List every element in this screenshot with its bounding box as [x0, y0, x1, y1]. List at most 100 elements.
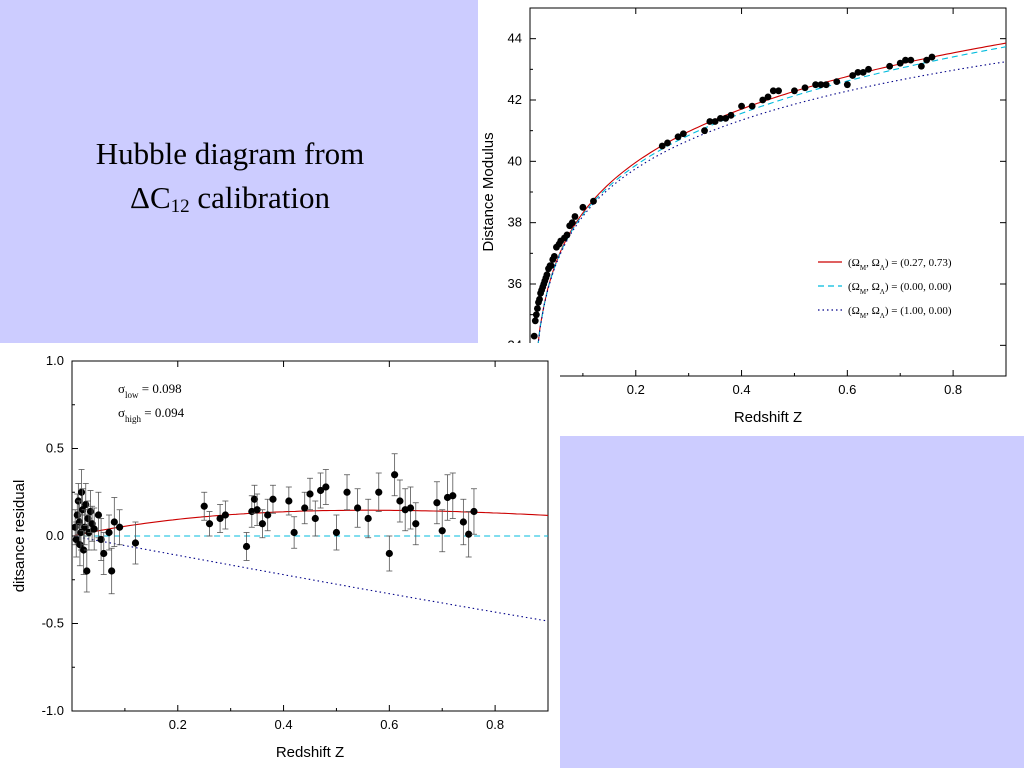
residual-point — [470, 507, 478, 516]
sigma-annotation: σlow = 0.098 — [118, 381, 182, 400]
data-point — [738, 102, 745, 110]
data-point — [711, 118, 719, 125]
residual-point — [110, 518, 118, 526]
data-point — [701, 127, 708, 135]
residual-point — [84, 514, 92, 523]
legend-subscript: Λ — [880, 312, 885, 320]
data-point — [801, 84, 809, 92]
y-tick-label: 42 — [508, 92, 522, 107]
y-tick-label: -0.5 — [42, 616, 64, 631]
data-point — [536, 295, 543, 303]
legend-entry: (ΩM, ΩΛ) = (1.00, 0.00) — [848, 305, 952, 320]
residual-point — [131, 539, 140, 547]
legend-text: (Ω — [848, 281, 860, 293]
sigma-text: σ — [118, 381, 125, 396]
data-point — [674, 133, 682, 141]
residual-point — [258, 520, 266, 528]
residual-point — [316, 486, 325, 495]
data-point — [550, 253, 558, 260]
residual-model-curve-1 — [73, 509, 549, 537]
legend-subscript: Λ — [880, 288, 885, 296]
data-point — [534, 305, 541, 312]
data-point — [896, 59, 904, 67]
data-point — [759, 96, 767, 104]
residual-point — [354, 504, 362, 512]
sigma-annotation: σhigh = 0.094 — [118, 405, 185, 424]
hubble-diagram-panel: 0.20.40.60.8343638404244Redshift ZDistan… — [478, 0, 1024, 436]
residual-point — [301, 504, 309, 512]
sigma-subscript: low — [125, 390, 139, 400]
residual-point — [332, 528, 341, 537]
residual-point — [290, 528, 298, 537]
residual-point — [391, 471, 399, 479]
residual-point — [105, 528, 113, 537]
residual-point — [311, 514, 319, 523]
legend-text: , Ω — [866, 257, 880, 269]
data-point — [833, 78, 841, 85]
data-point — [748, 102, 756, 110]
data-point — [775, 87, 782, 95]
residual-point — [250, 495, 259, 503]
data-point — [886, 62, 894, 70]
residual-panel: 0.2 0.4 0.6 0.8 1.0 0.5 0.0 -0.5 -1.0 Redshift Z d… — [0, 343, 560, 768]
x-tick-label: 0.8 — [486, 717, 504, 732]
sigma-text: σ — [118, 405, 125, 420]
data-point — [727, 111, 735, 119]
legend-text: ) = (0.00, 0.00) — [885, 281, 952, 293]
data-point — [769, 87, 777, 95]
x-tick-label: 0.6 — [838, 382, 856, 397]
legend-text: , Ω — [866, 305, 880, 317]
x-tick-label: 0.4 — [733, 382, 751, 397]
slide-title-line2: ΔC12 calibration — [30, 176, 430, 220]
residual-point — [242, 542, 251, 551]
residual-point — [433, 499, 441, 507]
slide-title-line1: Hubble diagram from — [95, 136, 365, 171]
sigma-text: = 0.094 — [141, 405, 185, 420]
residual-model-curve-3 — [74, 535, 549, 622]
data-point — [543, 271, 551, 279]
x-axis-label: Redshift Z — [276, 744, 344, 761]
residual-chart: 0.2 0.4 0.6 0.8 1.0 0.5 0.0 -0.5 -1.0 Redshift Z d… — [11, 353, 549, 761]
model-curve-3 — [531, 61, 1007, 377]
data-point — [812, 81, 819, 89]
residual-point — [76, 541, 84, 549]
residual-point — [77, 488, 86, 496]
residual-point — [82, 500, 90, 509]
residual-point — [306, 490, 314, 498]
data-point — [865, 65, 872, 73]
residual-point — [86, 507, 95, 516]
slide-title-delta: ΔC — [130, 180, 171, 215]
residual-point — [269, 495, 277, 503]
y-axis-label: Distance Modulus — [480, 132, 497, 251]
residual-point — [459, 518, 467, 526]
residual-point — [343, 488, 351, 496]
data-point — [664, 139, 671, 147]
data-point — [717, 115, 724, 122]
residual-point — [72, 535, 80, 544]
data-point — [532, 311, 540, 319]
residual-point — [216, 514, 224, 523]
slide-title-rest: calibration — [189, 180, 330, 215]
residual-point — [253, 506, 261, 514]
x-tick-label: 0.6 — [380, 717, 398, 732]
residual-point — [449, 492, 457, 500]
residual-point — [90, 525, 98, 533]
data-point — [843, 81, 851, 89]
residual-point — [221, 511, 229, 519]
data-point — [568, 219, 576, 227]
data-point — [854, 69, 862, 76]
legend-entry: (ΩM, ΩΛ) = (0.27, 0.73) — [848, 257, 952, 272]
residual-point — [385, 549, 393, 558]
legend-text: (Ω — [848, 305, 860, 317]
y-tick-label: 38 — [508, 215, 522, 230]
residual-point — [108, 567, 116, 575]
data-point — [907, 56, 915, 64]
legend-text: ) = (1.00, 0.00) — [885, 305, 952, 317]
legend-text: , Ω — [866, 281, 880, 293]
data-point — [571, 213, 579, 220]
data-point — [706, 118, 714, 125]
legend-subscript: Λ — [880, 264, 885, 272]
y-tick-label: 1.0 — [46, 353, 64, 368]
residual-point — [116, 523, 124, 531]
residual-point — [83, 567, 91, 575]
